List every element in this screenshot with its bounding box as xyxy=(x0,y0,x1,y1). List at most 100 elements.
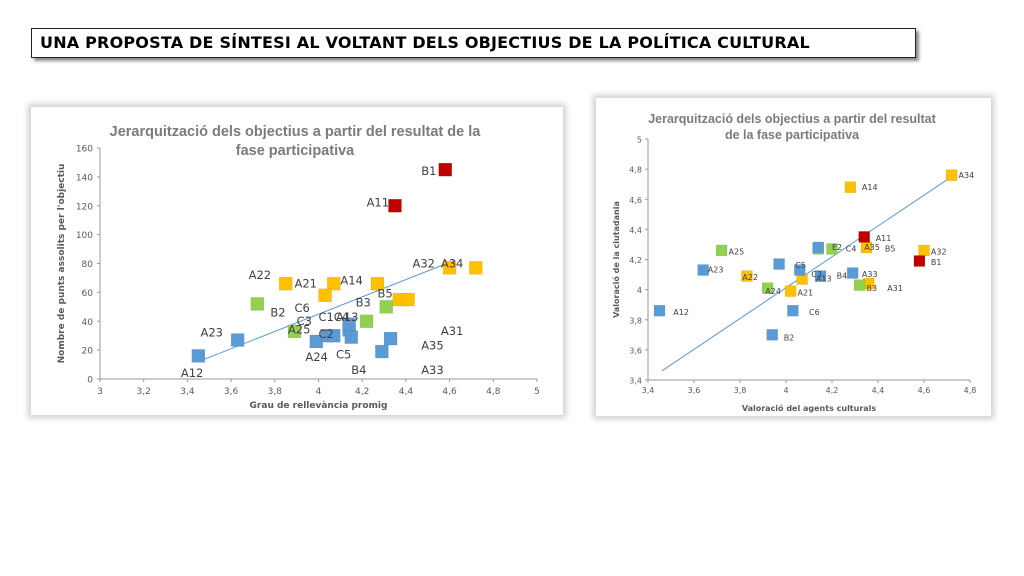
data-point-yellow xyxy=(442,261,457,275)
y-tick-label: 3,4 xyxy=(629,377,642,386)
point-label: B3 xyxy=(867,284,878,293)
point-label: B5 xyxy=(885,245,896,254)
y-tick-label: 0 xyxy=(87,376,93,386)
point-label: B1 xyxy=(931,258,942,267)
data-point-red xyxy=(913,255,926,267)
y-tick-label: 4,6 xyxy=(629,196,642,205)
data-point-blue xyxy=(812,241,824,254)
y-tick-label: 80 xyxy=(82,260,94,270)
y-tick-label: 4,2 xyxy=(629,256,642,265)
point-label: A23 xyxy=(201,326,224,340)
data-point-yellow xyxy=(741,270,753,282)
data-point-yellow xyxy=(918,244,930,257)
point-label: A25 xyxy=(729,248,745,257)
data-point-green xyxy=(826,243,838,255)
point-label: C3 xyxy=(297,314,312,328)
chart-relevance-vs-points: Jerarquització dels objectius a partir d… xyxy=(57,124,540,411)
data-point-yellow xyxy=(370,276,385,291)
point-label: B4 xyxy=(351,363,366,377)
point-label: A22 xyxy=(742,273,758,282)
point-label: B5 xyxy=(377,287,392,301)
x-tick-label: 3,8 xyxy=(734,386,747,395)
point-label: A13 xyxy=(816,275,832,284)
chart-panel-relevance: Jerarquització dels objectius a partir d… xyxy=(31,107,563,415)
x-tick-label: 4,8 xyxy=(964,386,977,395)
x-tick-label: 3 xyxy=(97,387,103,397)
data-point-blue xyxy=(794,264,806,276)
page-title-box: UNA PROPOSTA DE SÍNTESI AL VOLTANT DELS … xyxy=(31,28,916,58)
point-label: A11 xyxy=(876,234,892,243)
point-label: A33 xyxy=(421,363,444,377)
x-tick-label: 4,2 xyxy=(826,386,839,395)
point-label: C2 xyxy=(319,327,334,341)
data-point-blue xyxy=(814,270,827,282)
point-label: A24 xyxy=(305,350,328,364)
y-tick-label: 4,4 xyxy=(629,226,642,235)
point-label: A12 xyxy=(673,308,689,317)
point-label: C3 xyxy=(811,270,822,279)
y-tick-label: 40 xyxy=(82,318,94,328)
point-label: B2 xyxy=(784,333,795,342)
chart-title-line: Jerarquització dels objectius a partir d… xyxy=(110,124,482,140)
point-label: A31 xyxy=(441,324,464,338)
point-label: A35 xyxy=(864,243,880,252)
point-label: A21 xyxy=(798,288,814,297)
data-point-blue xyxy=(653,304,666,317)
data-point-blue xyxy=(787,304,799,317)
point-label: A31 xyxy=(887,284,903,293)
data-point-blue xyxy=(846,267,859,279)
y-tick-label: 5 xyxy=(637,136,642,145)
point-label: A25 xyxy=(288,323,311,337)
data-point-green xyxy=(250,297,265,311)
point-label: A23 xyxy=(708,266,724,275)
data-point-yellow xyxy=(327,276,341,291)
point-label: C5 xyxy=(336,347,351,361)
y-axis-label: Nombre de punts assolits per l'objectiu xyxy=(57,164,67,364)
point-label: C6 xyxy=(294,301,309,315)
x-tick-label: 3,8 xyxy=(268,387,283,397)
chart-panel-valuation: Jerarquització dels objectius a partir d… xyxy=(596,98,991,416)
x-axis-label: Grau de rellevància promig xyxy=(250,401,388,411)
point-label: A32 xyxy=(412,256,435,270)
data-point-yellow xyxy=(278,276,293,291)
data-point-green xyxy=(359,314,374,328)
y-tick-label: 4 xyxy=(637,286,642,295)
point-label: A24 xyxy=(765,287,781,296)
y-tick-label: 20 xyxy=(82,347,94,357)
x-tick-label: 3,4 xyxy=(642,386,655,395)
data-point-blue xyxy=(327,328,341,343)
x-tick-label: 3,6 xyxy=(224,387,239,397)
point-label: A35 xyxy=(421,339,444,353)
point-label: C5 xyxy=(795,261,806,270)
y-tick-label: 4,8 xyxy=(629,166,642,175)
point-label: A21 xyxy=(294,277,317,291)
x-tick-label: 4,4 xyxy=(399,387,414,397)
point-label: A22 xyxy=(249,268,272,282)
point-label: A34 xyxy=(441,256,464,270)
y-tick-label: 140 xyxy=(76,173,93,183)
data-point-red xyxy=(858,231,870,243)
data-point-yellow xyxy=(844,181,857,193)
chart-title-line: de la fase participativa xyxy=(725,128,860,142)
data-point-yellow xyxy=(318,288,332,303)
point-label: B2 xyxy=(270,305,285,319)
point-label: A14 xyxy=(862,183,878,192)
data-point-blue xyxy=(766,329,778,341)
data-point-blue xyxy=(375,344,389,359)
y-tick-label: 60 xyxy=(82,289,94,299)
x-tick-label: 3,4 xyxy=(180,387,195,397)
data-point-yellow xyxy=(401,292,415,307)
point-label: A14 xyxy=(340,274,363,288)
data-point-green xyxy=(715,244,728,257)
point-label: A33 xyxy=(862,270,878,279)
point-label: C4 xyxy=(334,310,349,324)
chart-agents-vs-citizens: Jerarquització dels objectius a partir d… xyxy=(611,112,977,413)
data-point-yellow xyxy=(784,285,797,297)
point-label: B4 xyxy=(837,272,848,281)
data-point-red xyxy=(388,199,402,213)
x-tick-label: 3,2 xyxy=(137,387,151,397)
data-point-blue xyxy=(191,349,206,363)
data-point-green xyxy=(379,300,393,314)
page-title: UNA PROPOSTA DE SÍNTESI AL VOLTANT DELS … xyxy=(40,33,810,52)
y-tick-label: 3,8 xyxy=(629,316,642,325)
